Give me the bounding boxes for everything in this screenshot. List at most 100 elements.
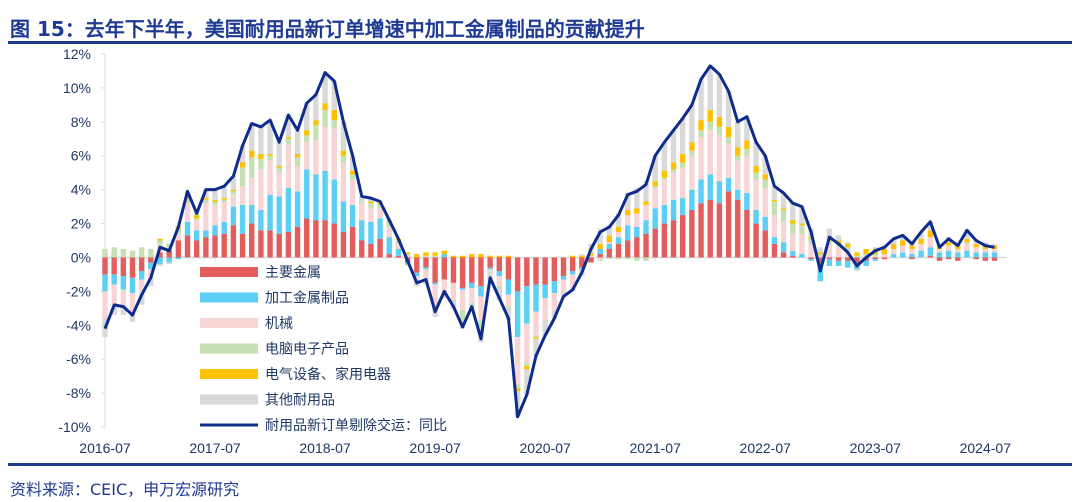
bar-segment-3 [395,243,402,249]
bar-segment-3 [331,128,337,180]
bar-segment-1 [597,254,603,258]
bar-segment-1 [735,199,741,258]
bar-segment-1 [524,257,530,287]
bar-segment-2 [313,174,319,221]
bar-segment-6 [212,189,218,200]
bar-segment-1 [835,257,842,261]
bar-segment-2 [762,216,768,231]
bar-segment-6 [615,213,622,227]
bar-segment-5 [258,154,264,160]
legend-label: 电气设备、家用电器 [265,366,391,383]
bar-segment-5 [863,248,869,255]
bar-segment-2 [340,201,347,233]
legend-swatch [200,343,258,354]
bar-segment-3 [560,279,567,292]
y-tick-label: 2% [71,216,91,232]
bar-segment-5 [606,235,613,243]
bar-segment-6 [890,238,897,244]
bar-segment-1 [725,191,732,258]
bar-segment-3 [588,255,594,258]
bar-segment-4 [845,247,851,251]
bar-segment-4 [340,155,347,163]
bar-segment-5 [459,255,466,258]
bar-segment-3 [991,248,998,253]
bar-segment-5 [194,215,200,219]
bar-segment-6 [725,91,732,127]
bar-segment-6 [249,123,255,151]
bar-segment-4 [505,306,512,309]
bar-segment-4 [230,191,237,195]
bar-segment-2 [744,193,750,210]
bar-segment-3 [569,274,576,288]
bar-segment-5 [230,189,237,192]
bar-segment-6 [487,271,493,280]
bar-segment-5 [634,208,640,214]
bar-segment-2 [514,291,521,338]
bar-segment-4 [267,155,273,161]
bar-segment-2 [239,204,246,234]
bar-segment-3 [542,298,548,321]
bar-segment-4 [313,125,319,141]
bar-segment-2 [487,267,493,270]
bar-segment-2 [184,221,191,236]
bar-segment-4 [138,247,145,258]
bar-segment-1 [487,257,493,268]
bar-segment-3 [194,220,200,231]
bar-segment-2 [964,250,970,258]
bar-segment-1 [148,257,154,263]
bar-segment-5 [643,201,649,205]
bar-segment-3 [414,276,420,280]
bar-segment-3 [514,337,521,385]
bar-segment-1 [643,233,649,258]
bar-segment-5 [588,254,594,256]
bar-segment-6 [560,291,567,297]
bar-segment-3 [304,142,310,170]
bar-segment-2 [496,271,503,277]
bar-segment-6 [276,142,282,166]
bar-segment-5 [304,130,310,136]
bar-segment-2 [478,286,484,297]
bar-segment-6 [634,187,640,209]
bar-segment-2 [790,250,796,256]
bar-segment-5 [322,103,328,110]
bar-segment-1 [542,257,548,285]
bar-segment-6 [533,338,539,356]
bar-segment-1 [304,218,310,258]
bar-segment-3 [945,245,952,251]
bar-segment-2 [560,276,567,280]
bar-segment-2 [203,230,209,238]
y-tick-label: 4% [71,182,91,198]
source-note: 资料来源：CEIC，申万宏源研究 [10,480,240,499]
bar-segment-1 [982,257,989,261]
bar-segment-4 [423,255,429,258]
bar-segment-5 [615,226,622,233]
bar-segment-4 [194,218,200,221]
bar-segment-1 [194,240,200,258]
bar-segment-1 [212,235,218,258]
bar-segment-5 [790,220,796,224]
bar-segment-4 [404,254,411,256]
bar-segment-4 [184,198,191,204]
bar-segment-1 [533,257,539,285]
bar-segment-4 [432,255,438,258]
bar-segment-4 [670,169,677,173]
bar-segment-3 [551,293,558,311]
bar-segment-1 [441,257,447,280]
bar-segment-3 [368,208,374,222]
bar-segment-5 [569,255,576,258]
bar-segment-3 [790,233,796,251]
bar-segment-6 [735,121,741,148]
bar-segment-2 [909,254,915,258]
bar-segment-5 [414,254,420,258]
bar-segment-4 [771,201,778,216]
bar-segment-3 [203,203,209,231]
bar-segment-2 [698,179,704,204]
bar-segment-3 [349,179,356,205]
bar-segment-6 [304,103,310,131]
bar-segment-6 [349,155,356,171]
bar-segment-1 [744,209,750,258]
bar-segment-4 [780,209,787,222]
bar-segment-2 [982,252,989,258]
legend-swatch [200,394,258,405]
